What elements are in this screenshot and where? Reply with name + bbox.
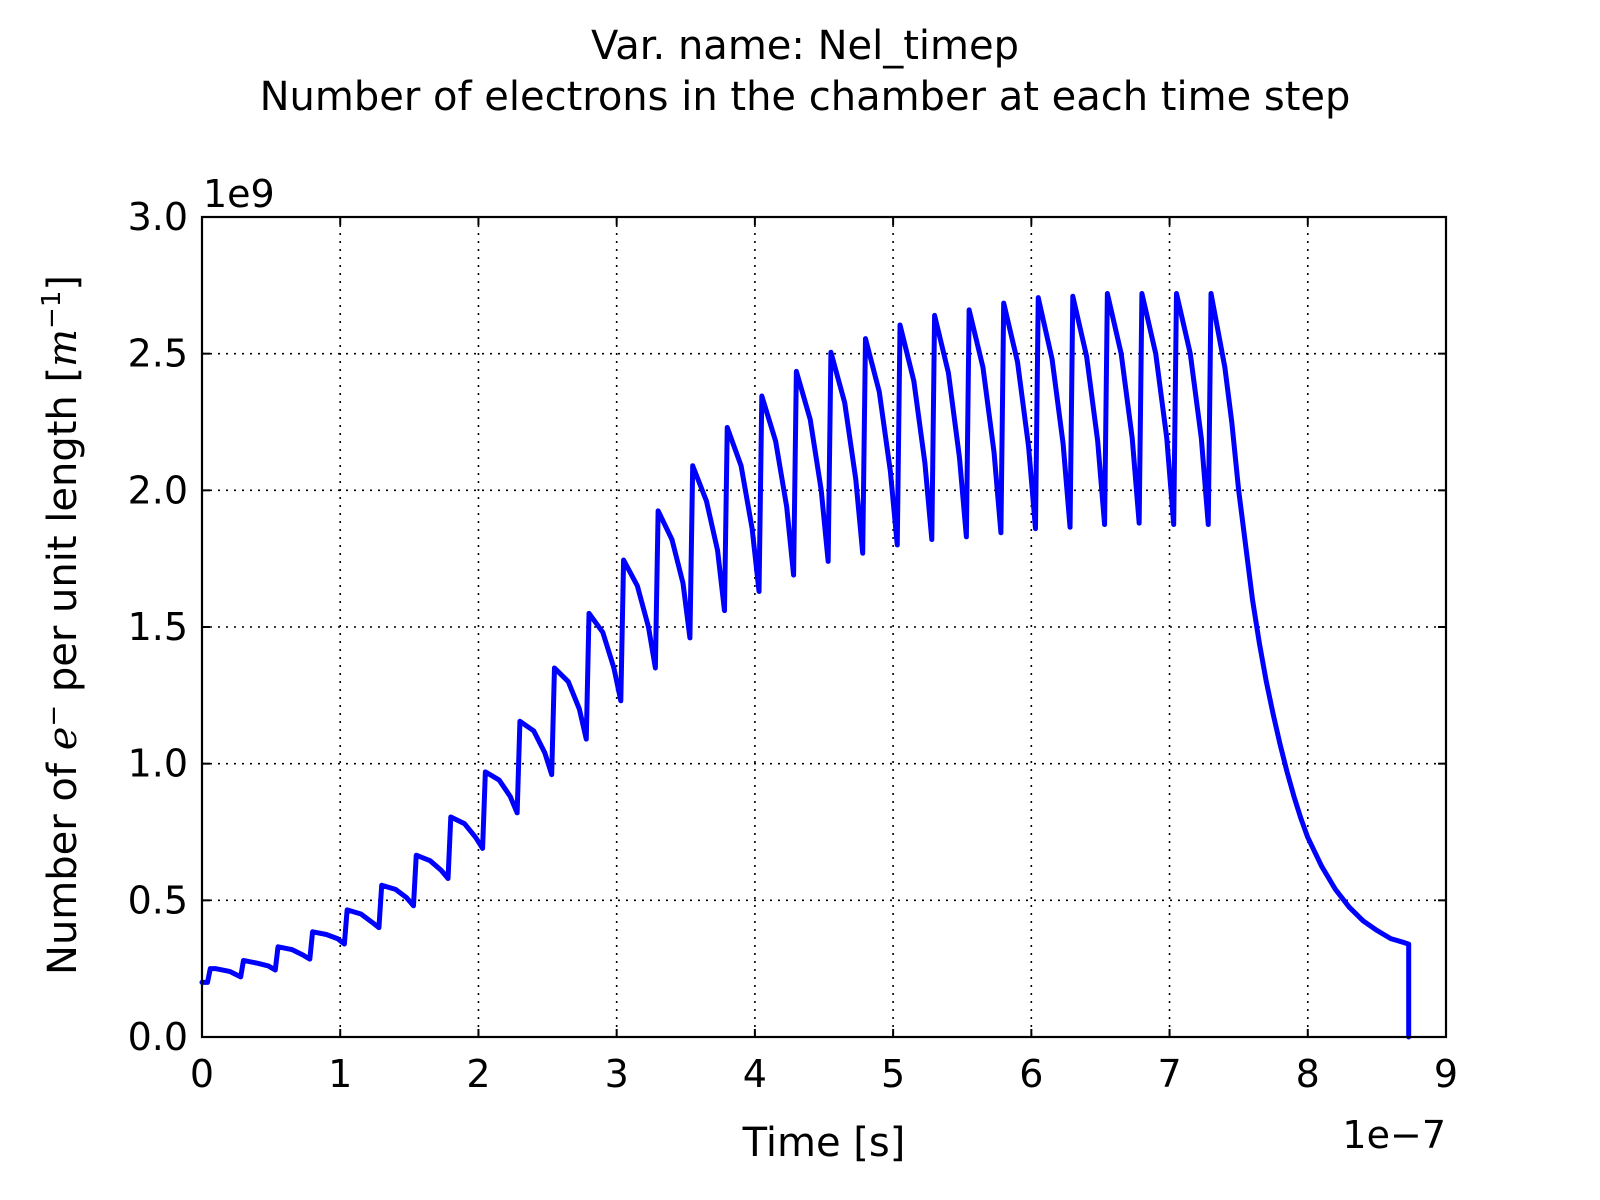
y-tick-label-5: 2.5 <box>128 332 188 376</box>
y-tick-label-0: 0.0 <box>128 1015 188 1059</box>
y-axis-label-m: m <box>40 329 86 367</box>
x-tick-label-9: 9 <box>1434 1052 1458 1096</box>
y-tick-label-3: 1.5 <box>128 605 188 649</box>
y-axis-label-e-minus: − <box>39 705 69 727</box>
x-offset-text: 1e−7 <box>1342 1113 1446 1157</box>
chart-title-line1: Var. name: Nel_timep <box>591 23 1019 69</box>
x-axis-label: Time [s] <box>742 1120 906 1166</box>
y-axis-label-part2: per unit length [ <box>40 367 86 705</box>
x-tick-label-8: 8 <box>1296 1052 1320 1096</box>
grid <box>202 217 1446 1037</box>
y-axis-label-end: ] <box>40 275 86 291</box>
y-axis-label-e: e <box>40 727 86 751</box>
y-tick-labels: 0.0 0.5 1.0 1.5 2.0 2.5 3.0 <box>128 195 188 1059</box>
y-axis-label-part1: Number of <box>40 750 86 975</box>
chart-title-line2: Number of electrons in the chamber at ea… <box>260 74 1351 120</box>
x-tick-label-4: 4 <box>743 1052 767 1096</box>
x-tick-labels: 0 1 2 3 4 5 6 7 8 9 <box>190 1052 1458 1096</box>
x-tick-label-6: 6 <box>1019 1052 1043 1096</box>
y-tick-label-4: 2.0 <box>128 468 188 512</box>
y-offset-text: 1e9 <box>203 172 275 216</box>
x-tick-label-0: 0 <box>190 1052 214 1096</box>
x-tick-label-2: 2 <box>466 1052 490 1096</box>
y-tick-label-1: 0.5 <box>128 878 188 922</box>
x-tick-label-7: 7 <box>1157 1052 1181 1096</box>
plot-frame <box>200 215 1448 1039</box>
x-tick-label-5: 5 <box>881 1052 905 1096</box>
y-axis-label-superscript: −1 <box>37 291 67 329</box>
series-line-0 <box>199 291 1412 1040</box>
y-tick-label-2: 1.0 <box>128 742 188 786</box>
y-tick-label-6: 3.0 <box>128 195 188 239</box>
y-axis-label: Number of e− per unit length [m−1] <box>37 275 86 975</box>
x-tick-label-3: 3 <box>605 1052 629 1096</box>
x-tick-label-1: 1 <box>328 1052 352 1096</box>
series-layer <box>199 291 1412 1040</box>
